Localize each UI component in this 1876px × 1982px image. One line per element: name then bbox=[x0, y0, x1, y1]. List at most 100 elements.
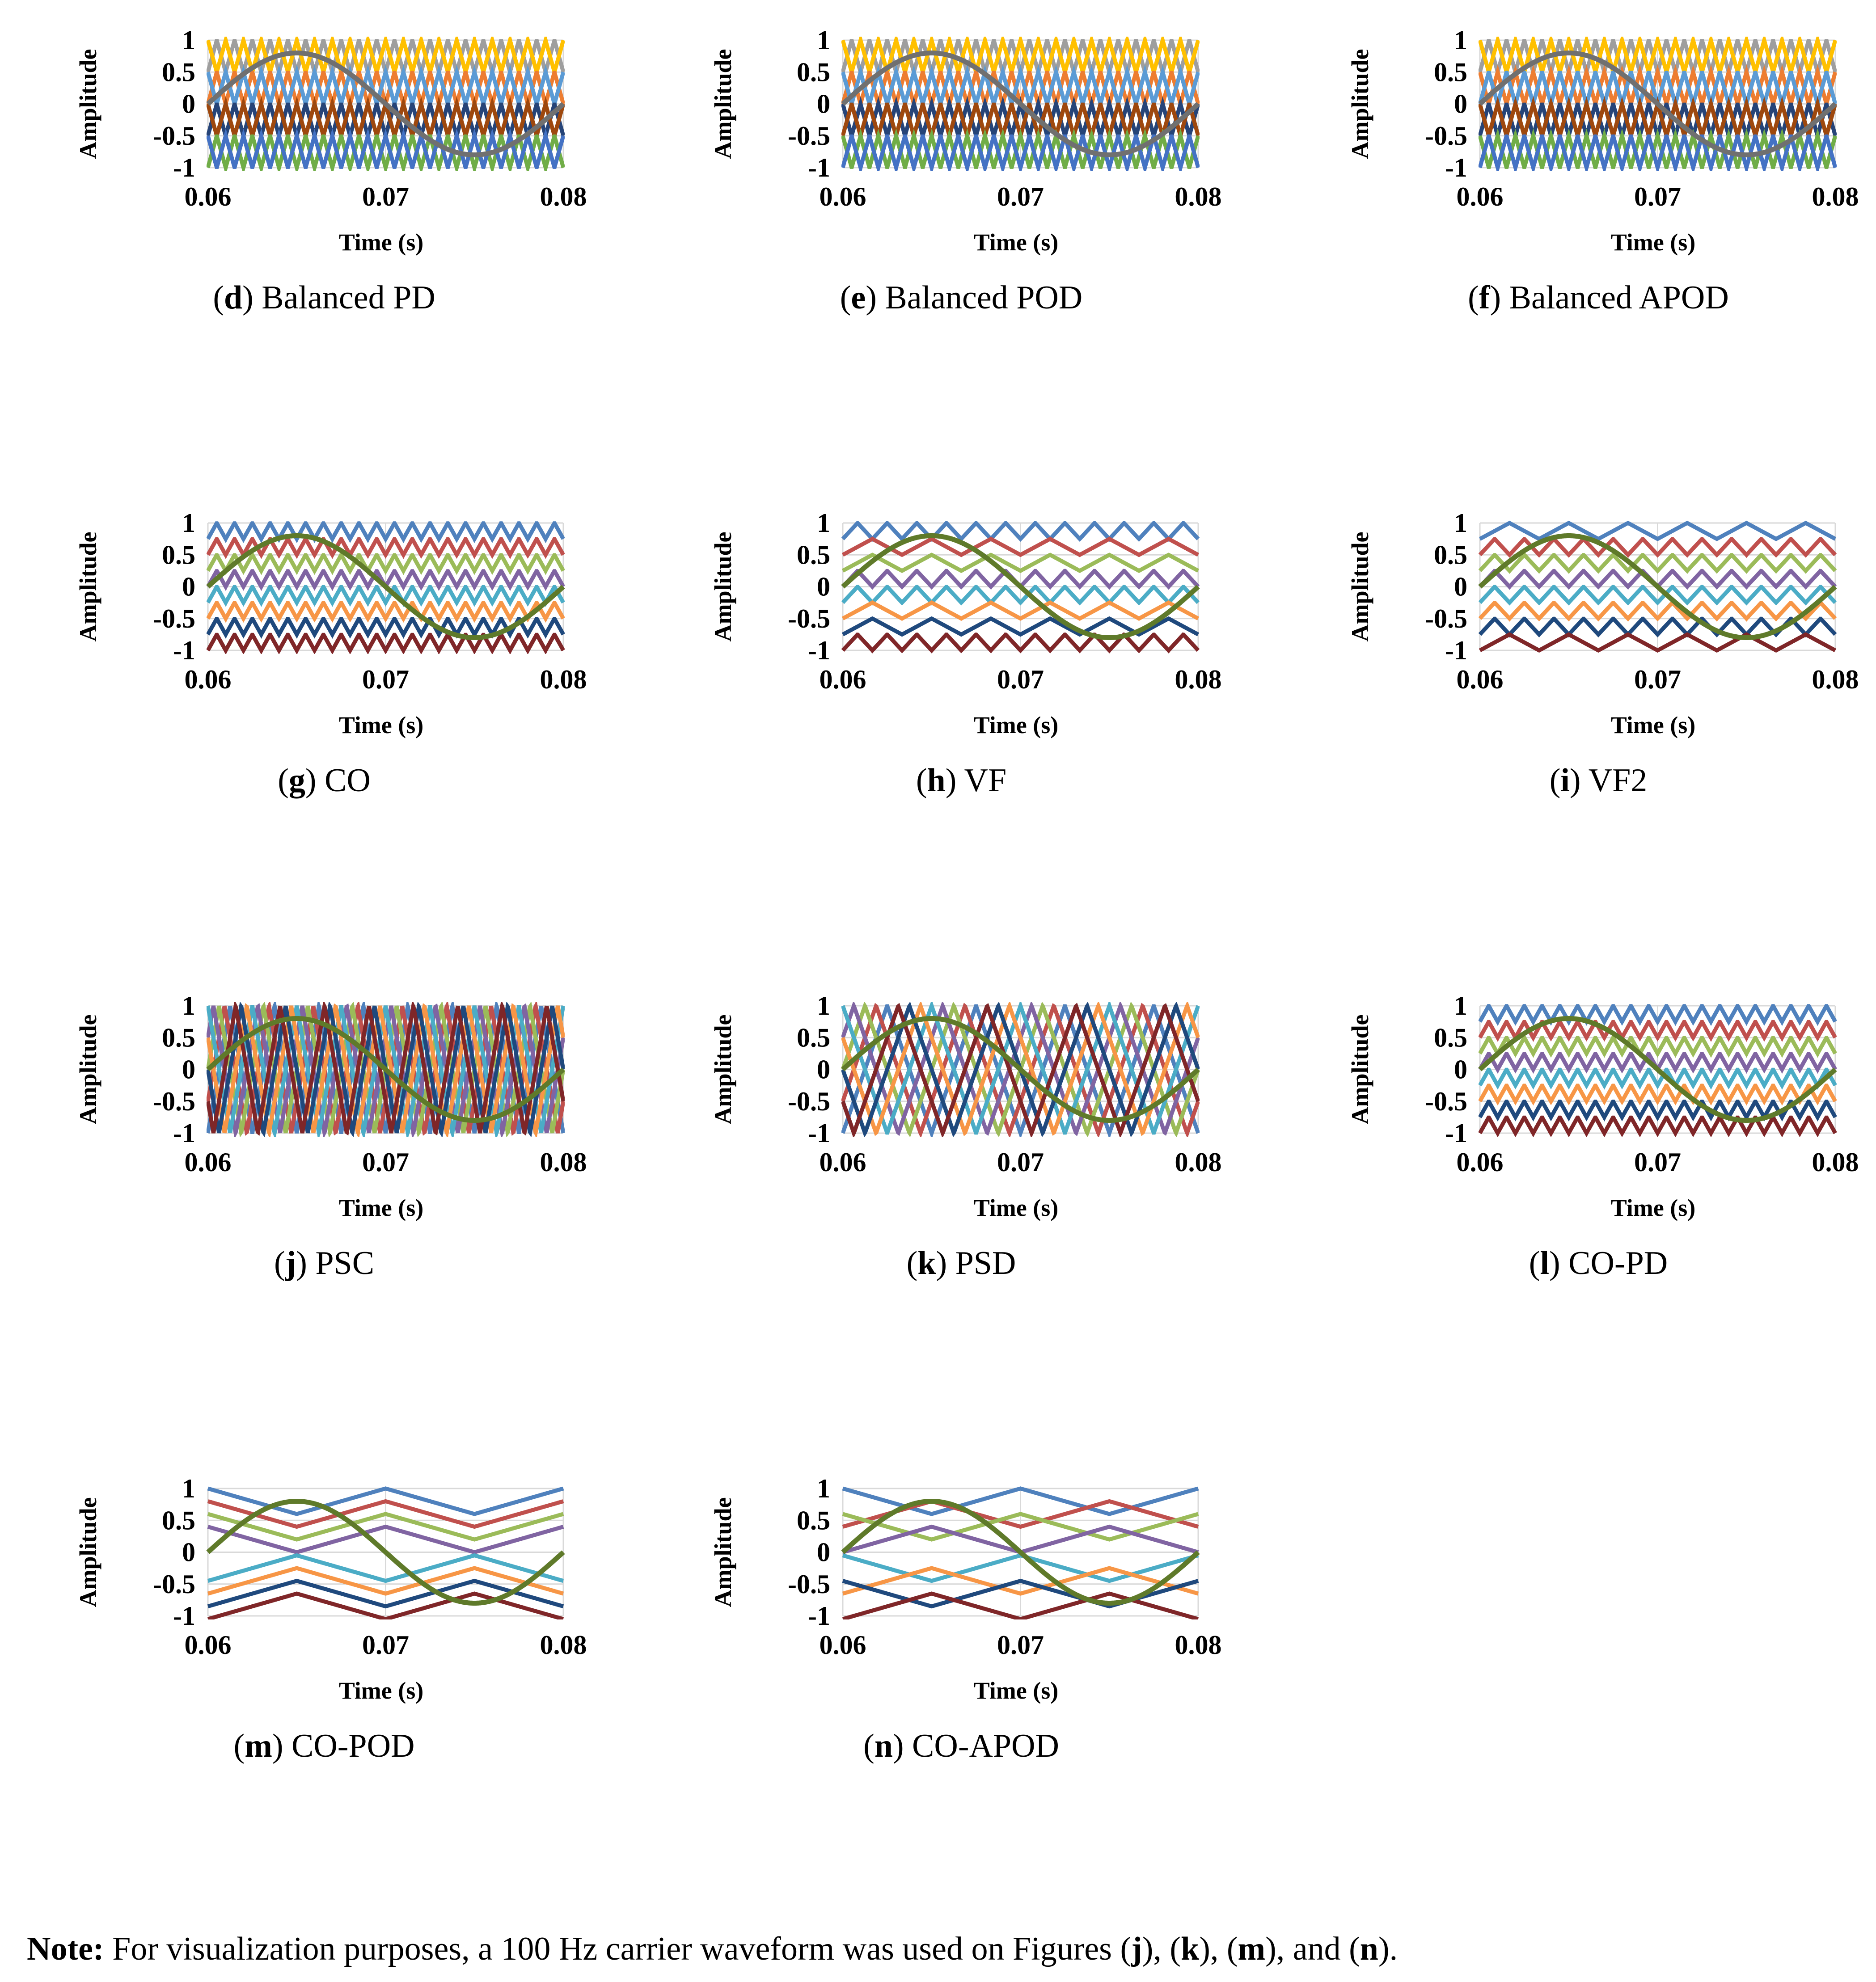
chart-g: 10.5 0-0.5 -10.06 0.07 0.08 Amplitude Time (s)… bbox=[75, 508, 587, 799]
carrier-line-5 bbox=[841, 585, 1200, 606]
y-tick-label: 0.5 bbox=[797, 1505, 830, 1535]
x-tick-label: 0.07 bbox=[1634, 1147, 1681, 1177]
carrier-line-7 bbox=[1479, 616, 1837, 638]
y-tick-label: 1 bbox=[817, 1474, 830, 1503]
carrier-line-8 bbox=[842, 1591, 1199, 1619]
carrier-line-3 bbox=[1479, 1036, 1837, 1058]
y-tick-label: -0.5 bbox=[1425, 1087, 1467, 1116]
x-tick-label: 0.06 bbox=[185, 665, 232, 694]
x-tick-label: 0.06 bbox=[1457, 665, 1504, 694]
y-tick-label: -1 bbox=[173, 153, 195, 182]
carrier-line-5 bbox=[1479, 585, 1837, 606]
figure-note: Note: For visualization purposes, a 100 … bbox=[27, 1930, 1860, 1968]
y-tick-label: -0.5 bbox=[153, 1087, 195, 1116]
modulation-sine bbox=[1478, 533, 1837, 640]
y-tick-label: -1 bbox=[808, 1601, 830, 1631]
y-axis-label: Amplitude bbox=[710, 531, 736, 641]
x-tick-label: 0.08 bbox=[1175, 1147, 1222, 1177]
carrier-line-8 bbox=[1479, 1115, 1837, 1137]
carrier-line-8 bbox=[207, 128, 565, 169]
y-axis-label: Amplitude bbox=[75, 531, 101, 641]
carrier-line-8 bbox=[1479, 632, 1837, 653]
chart-i: 10.5 0-0.5 -10.06 0.07 0.08 Amplitude Time (s)… bbox=[1347, 508, 1859, 799]
modulation-sine bbox=[841, 1499, 1200, 1606]
modulation-sine bbox=[841, 533, 1200, 640]
y-tick-label: 1 bbox=[1454, 508, 1467, 538]
x-axis-label: Time (s) bbox=[1611, 229, 1695, 256]
y-tick-label: -1 bbox=[1445, 1118, 1467, 1148]
x-tick-label: 0.07 bbox=[1634, 665, 1681, 694]
x-tick-label: 0.08 bbox=[540, 1147, 587, 1177]
x-tick-label: 0.06 bbox=[1457, 1147, 1504, 1177]
x-tick-label: 0.06 bbox=[185, 1147, 232, 1177]
y-tick-label: 0.5 bbox=[1434, 1023, 1467, 1052]
x-tick-label: 0.08 bbox=[1812, 1147, 1859, 1177]
y-axis-label: Amplitude bbox=[710, 1014, 736, 1124]
carrier-line-4 bbox=[841, 64, 1200, 105]
y-tick-label: 0.5 bbox=[162, 1023, 195, 1052]
y-tick-label: 0.5 bbox=[162, 57, 195, 87]
x-axis-label: Time (s) bbox=[974, 1677, 1058, 1704]
carrier-line-2 bbox=[207, 1499, 564, 1529]
y-tick-label: -1 bbox=[808, 636, 830, 665]
y-tick-label: -0.5 bbox=[153, 1569, 195, 1599]
y-tick-label: 1 bbox=[1454, 991, 1467, 1021]
x-tick-label: 0.07 bbox=[997, 665, 1044, 694]
y-tick-label: 0 bbox=[182, 1538, 195, 1567]
x-tick-label: 0.06 bbox=[820, 665, 866, 694]
carrier-line-7 bbox=[207, 1578, 564, 1609]
carrier-line-5 bbox=[207, 1553, 564, 1583]
carrier-line-1 bbox=[841, 1004, 1200, 1137]
x-tick-label: 0.07 bbox=[1634, 182, 1681, 211]
modulation-sine bbox=[841, 1016, 1200, 1123]
x-tick-label: 0.06 bbox=[820, 1630, 866, 1660]
chart-j: 10.5 0 -0.5-10.06 0.07 0.08 Amplitude Time (s)… bbox=[75, 991, 587, 1282]
carrier-line-7 bbox=[207, 617, 565, 639]
chart-f: 10.50-0.5-10.06 0.07 0.08 Amplitude Time (s)… bbox=[1347, 25, 1859, 316]
modulation-sine bbox=[1478, 1016, 1837, 1123]
x-tick-label: 0.07 bbox=[997, 182, 1044, 211]
y-tick-label: 0 bbox=[1454, 1055, 1467, 1084]
y-tick-label: 1 bbox=[182, 991, 195, 1021]
carrier-line-4 bbox=[207, 64, 565, 105]
note-sep: ), ( bbox=[1142, 1931, 1181, 1967]
x-tick-label: 0.06 bbox=[820, 182, 866, 211]
chart-caption: (h) VF bbox=[916, 762, 1006, 799]
note-sep: ), ( bbox=[1199, 1931, 1238, 1967]
carrier-line-6 bbox=[841, 600, 1200, 621]
y-tick-label: -0.5 bbox=[153, 121, 195, 151]
modulation-sine bbox=[206, 51, 565, 157]
modulation-sine bbox=[206, 1499, 565, 1606]
chart-caption: (d) Balanced PD bbox=[213, 279, 435, 316]
carrier-line-2 bbox=[1479, 537, 1837, 558]
carrier-line-3 bbox=[1479, 64, 1837, 105]
carrier-line-3 bbox=[207, 553, 565, 575]
y-tick-label: 0 bbox=[817, 1538, 830, 1567]
x-axis-label: Time (s) bbox=[974, 229, 1058, 256]
x-tick-label: 0.06 bbox=[185, 1630, 232, 1660]
y-tick-label: 1 bbox=[182, 25, 195, 55]
y-tick-label: 1 bbox=[817, 991, 830, 1021]
carrier-line-7 bbox=[1479, 128, 1837, 169]
x-tick-label: 0.08 bbox=[1175, 182, 1222, 211]
carrier-line-1 bbox=[1479, 1004, 1837, 1026]
y-axis-label: Amplitude bbox=[1347, 49, 1373, 159]
carrier-line-5 bbox=[841, 1002, 1200, 1135]
y-axis-label: Amplitude bbox=[710, 49, 736, 159]
chart-caption: (k) PSD bbox=[907, 1245, 1016, 1282]
x-tick-label: 0.08 bbox=[540, 182, 587, 211]
carrier-line-5 bbox=[1479, 1067, 1837, 1090]
carrier-line-6 bbox=[207, 601, 565, 623]
carrier-line-3 bbox=[1479, 553, 1837, 574]
x-tick-label: 0.08 bbox=[1812, 665, 1859, 694]
y-tick-label: -1 bbox=[1445, 636, 1467, 665]
carrier-line-7 bbox=[841, 616, 1200, 637]
note-ref-k: k bbox=[1181, 1931, 1200, 1967]
y-tick-label: 0.5 bbox=[162, 1505, 195, 1535]
y-tick-label: 0 bbox=[1454, 572, 1467, 602]
y-tick-label: 1 bbox=[817, 508, 830, 538]
chart-caption: (n) CO-APOD bbox=[863, 1728, 1059, 1764]
y-tick-label: -1 bbox=[173, 636, 195, 665]
y-tick-label: 0.5 bbox=[1434, 57, 1467, 87]
carrier-line-4 bbox=[207, 1524, 564, 1555]
